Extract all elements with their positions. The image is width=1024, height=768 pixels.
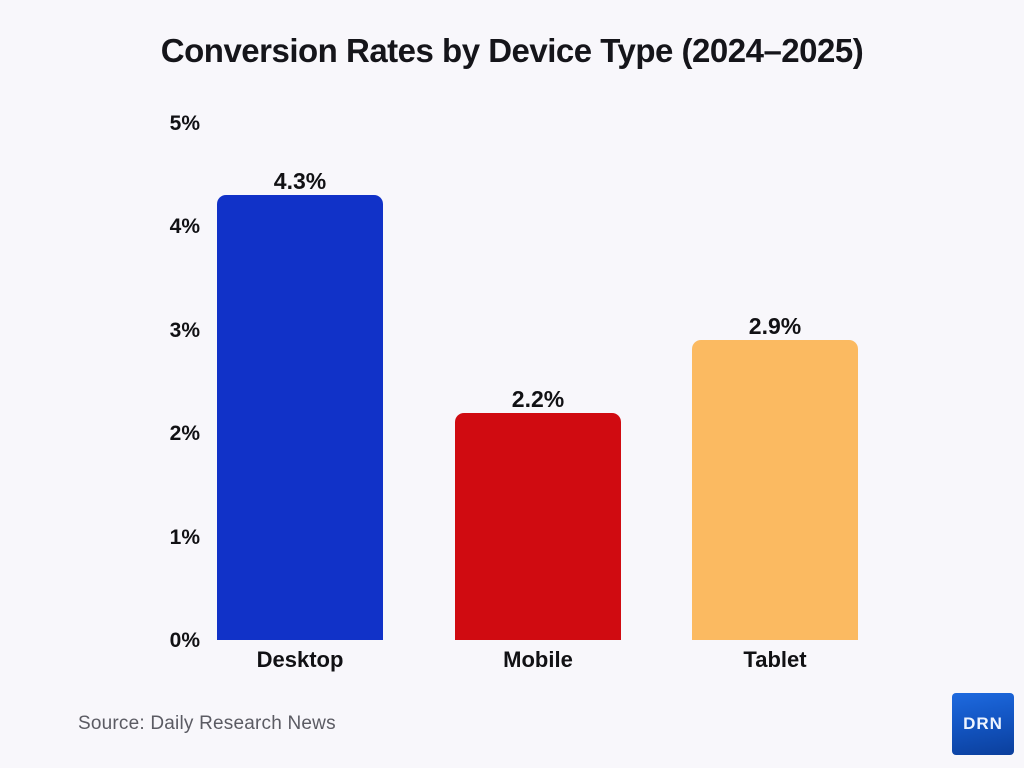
category-label: Mobile — [503, 647, 573, 672]
bar-desktop — [217, 195, 383, 640]
bar-tablet — [692, 340, 858, 640]
source-caption: Source: Daily Research News — [78, 713, 336, 734]
y-tick-label: 1% — [169, 525, 200, 549]
category-label: Desktop — [256, 647, 344, 672]
bar-value-label: 2.2% — [511, 386, 565, 412]
chart-title: Conversion Rates by Device Type (2024–20… — [160, 32, 864, 69]
y-tick-label: 0% — [169, 629, 200, 652]
drn-logo-text: DRN — [963, 714, 1003, 733]
y-tick-label: 2% — [169, 422, 200, 446]
y-tick-label: 5% — [169, 112, 200, 135]
drn-logo: DRN — [952, 693, 1014, 755]
y-tick-label: 3% — [169, 318, 200, 342]
y-tick-label: 4% — [169, 215, 200, 239]
category-label: Tablet — [743, 647, 807, 672]
bar-value-label: 2.9% — [748, 313, 802, 339]
bar-mobile — [455, 413, 621, 640]
bar-value-label: 4.3% — [273, 168, 327, 194]
